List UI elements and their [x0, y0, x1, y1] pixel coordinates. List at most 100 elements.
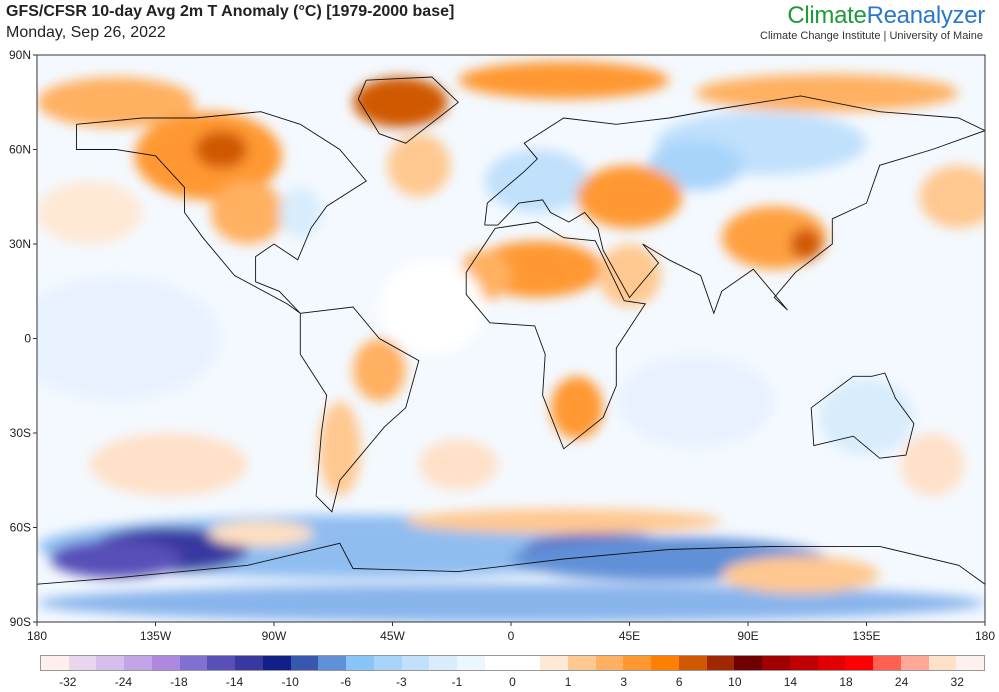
lon-label: 90W — [262, 629, 287, 643]
anomaly-region — [484, 149, 590, 213]
colorbar-label: -32 — [59, 675, 77, 689]
colorbar-swatch — [540, 656, 568, 670]
colorbar-label: 0 — [509, 675, 516, 689]
coastline-australia — [810, 372, 915, 459]
colorbar-swatch — [373, 656, 402, 670]
colorbar-swatch — [457, 656, 485, 670]
colorbar-swatch — [262, 656, 291, 670]
colorbar-swatch — [179, 656, 208, 670]
colorbar-label: 3 — [620, 675, 628, 689]
colorbar-swatch — [401, 656, 430, 670]
colorbar-swatch — [429, 656, 458, 670]
map-title: GFS/CFSR 10-day Avg 2m T Anomaly (°C) [1… — [6, 3, 455, 20]
colorbar-swatch — [900, 656, 929, 670]
logo-part-1: Climate — [787, 2, 867, 29]
anomaly-region — [353, 338, 406, 402]
anomaly-region — [379, 259, 485, 355]
lat-label: 90S — [10, 615, 31, 629]
colorbar-swatch — [235, 656, 263, 670]
colorbar-swatch — [290, 656, 319, 670]
anomaly-region — [418, 439, 498, 490]
colorbar-label: 24 — [894, 675, 909, 689]
anomaly-region — [210, 181, 285, 244]
coastline-south-america — [299, 306, 420, 513]
colorbar-swatch — [817, 656, 846, 670]
colorbar-swatch — [595, 656, 624, 670]
colorbar-label: 32 — [950, 675, 964, 689]
institute-subtitle: Climate Change Institute | University of… — [760, 30, 983, 42]
coastline-antarctica — [37, 542, 985, 585]
colorbar-swatch — [318, 656, 347, 670]
anomaly-region — [576, 165, 683, 229]
lat-label: 90N — [9, 48, 31, 62]
colorbar-label: 6 — [675, 675, 683, 689]
anomaly-region — [597, 244, 662, 307]
colorbar-swatch — [678, 656, 707, 670]
colorbar-label: -24 — [114, 675, 133, 689]
lon-label: 45E — [619, 629, 640, 643]
colorbar-swatch — [567, 656, 596, 670]
anomaly-region — [37, 77, 195, 128]
colorbar-swatch — [762, 656, 790, 670]
colorbar-swatch — [789, 656, 818, 670]
colorbar-swatch — [346, 656, 374, 670]
colorbar-label: -18 — [170, 675, 188, 689]
anomaly-region — [208, 521, 314, 547]
anomaly-region — [790, 228, 822, 260]
lon-label: 45W — [380, 629, 405, 643]
anomaly-region — [819, 379, 914, 456]
coastlines — [37, 76, 985, 585]
lon-label: 90E — [737, 629, 758, 643]
anomaly-region — [195, 130, 248, 169]
colorbar-label: 1 — [564, 675, 572, 689]
climate-reanalyzer-logo[interactable]: ClimateReanalyzer — [787, 2, 985, 30]
anomaly-region — [405, 508, 722, 534]
colorbar-swatch — [41, 656, 69, 670]
colorbar-swatch — [96, 656, 125, 670]
lon-label: 0 — [508, 629, 515, 643]
anomaly-region — [721, 555, 880, 594]
lon-label: 135W — [140, 629, 172, 643]
anomaly-field — [37, 61, 985, 622]
colorbar-swatch — [956, 656, 984, 670]
coastline-greenland — [357, 76, 459, 144]
lat-label: 0 — [24, 332, 31, 346]
colorbar-swatch — [734, 656, 763, 670]
lat-label: 60S — [10, 521, 31, 535]
anomaly-region — [647, 140, 743, 191]
anomaly-region — [50, 540, 182, 578]
colorbar-label: 14 — [783, 675, 798, 689]
anomaly-region — [387, 133, 451, 197]
colorbar-label: -10 — [281, 675, 299, 689]
colorbar-swatch — [928, 656, 957, 670]
colorbar-label: -14 — [225, 675, 244, 689]
anomaly-region — [89, 433, 248, 496]
lon-label: 180 — [27, 629, 47, 643]
anomaly-region — [37, 584, 985, 622]
colorbar-label: 18 — [839, 675, 853, 689]
colorbar-label: -3 — [395, 675, 407, 689]
anomaly-region — [279, 187, 322, 238]
colorbar — [40, 655, 985, 671]
anomaly-region — [318, 401, 361, 496]
lat-label: 30S — [10, 426, 31, 440]
logo-part-2: Reanalyzer — [866, 2, 986, 29]
colorbar-swatch — [845, 656, 874, 670]
anomaly-region — [353, 77, 448, 128]
lon-label: 135E — [852, 629, 880, 643]
coastline-north-america — [76, 111, 367, 314]
lon-label: 180 — [975, 629, 995, 643]
anomaly-region — [616, 354, 775, 449]
colorbar-swatch — [873, 656, 901, 670]
anomaly-region — [919, 165, 985, 229]
anomaly-region — [458, 61, 669, 100]
coastline-africa — [465, 221, 647, 450]
colorbar-swatch — [651, 656, 679, 670]
colorbar-swatch — [151, 656, 180, 670]
colorbar-swatch — [706, 656, 735, 670]
anomaly-region — [550, 376, 604, 440]
lat-label: 30N — [9, 237, 31, 251]
colorbar-label: -1 — [451, 675, 463, 689]
colorbar-swatch — [68, 656, 97, 670]
